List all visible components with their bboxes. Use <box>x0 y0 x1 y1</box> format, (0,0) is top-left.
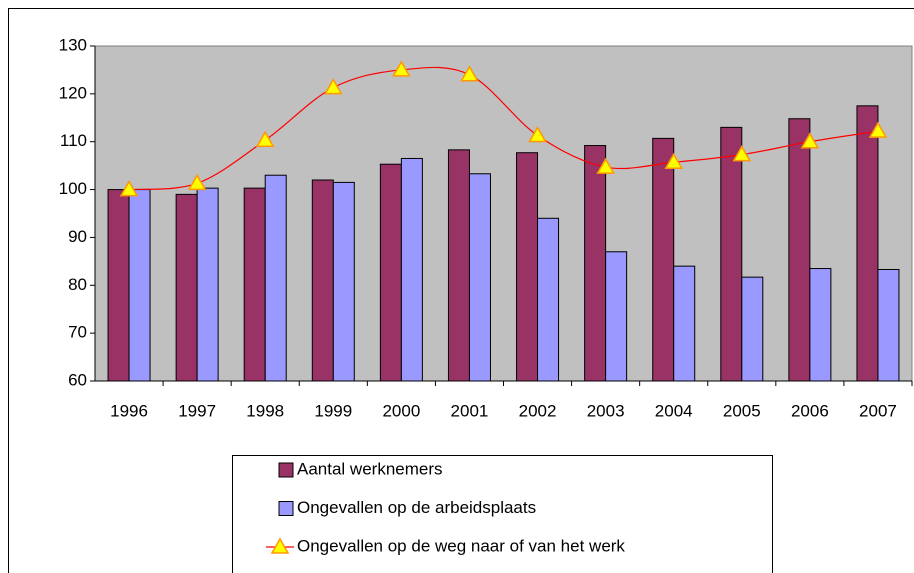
x-tick-label: 1997 <box>178 401 216 420</box>
line-marker <box>664 152 684 170</box>
line-marker <box>392 60 411 77</box>
x-tick-label: 1999 <box>314 401 352 420</box>
legend-swatch <box>278 501 294 516</box>
line-marker <box>528 125 547 143</box>
legend-label: Ongevallen op de weg naar of van het wer… <box>297 536 625 555</box>
bar <box>379 163 402 382</box>
x-tick-label: 2004 <box>655 401 693 420</box>
bar <box>516 152 539 382</box>
line-marker <box>460 65 479 82</box>
bar <box>741 276 764 382</box>
bar <box>107 189 130 382</box>
bar <box>809 268 832 382</box>
bar <box>673 265 696 382</box>
y-tick-label: 80 <box>68 275 87 294</box>
bar <box>196 187 219 382</box>
bar <box>128 189 151 382</box>
x-tick-label: 1998 <box>246 401 284 420</box>
line-marker <box>119 180 139 197</box>
y-tick-label: 60 <box>68 370 87 389</box>
y-tick-label: 110 <box>60 131 87 150</box>
y-tick-label: 120 <box>59 83 87 102</box>
line-marker <box>323 78 343 95</box>
bar <box>264 174 287 382</box>
x-tick-label: 2006 <box>791 401 829 420</box>
line-marker <box>732 145 752 162</box>
legend-label: Ongevallen op de arbeidsplaats <box>297 498 536 517</box>
bar <box>447 149 470 382</box>
legend-label: Aantal werknemers <box>297 459 443 478</box>
line-marker <box>187 173 207 191</box>
x-tick-label: 2003 <box>587 401 625 420</box>
bar <box>175 193 198 382</box>
legend-swatch <box>278 462 294 478</box>
line-marker <box>596 157 615 174</box>
line-marker <box>868 121 888 138</box>
x-tick-label: 2001 <box>451 401 489 420</box>
y-tick-label: 70 <box>68 323 87 342</box>
x-tick-label: 2005 <box>723 401 761 420</box>
x-tick-label: 2000 <box>382 401 420 420</box>
bar <box>652 137 675 382</box>
line-marker <box>800 132 820 149</box>
bar <box>243 187 266 382</box>
x-tick-label: 2007 <box>859 401 897 420</box>
legend <box>232 455 773 573</box>
bar <box>856 105 879 382</box>
bar <box>788 118 811 382</box>
bar <box>400 157 423 382</box>
bar <box>311 179 334 382</box>
y-tick-label: 90 <box>68 227 87 246</box>
line-marker <box>255 130 275 148</box>
bar <box>468 173 491 382</box>
plot-area <box>94 45 913 382</box>
bar <box>877 268 900 382</box>
bar <box>605 251 628 382</box>
x-tick-label: 2002 <box>519 401 557 420</box>
y-tick-label: 130 <box>59 35 87 54</box>
bar <box>720 126 743 382</box>
bar <box>537 217 560 382</box>
y-tick-label: 100 <box>59 179 87 198</box>
bar <box>584 145 607 382</box>
legend-marker <box>270 537 290 554</box>
x-tick-label: 1996 <box>110 401 148 420</box>
bar <box>332 181 355 382</box>
